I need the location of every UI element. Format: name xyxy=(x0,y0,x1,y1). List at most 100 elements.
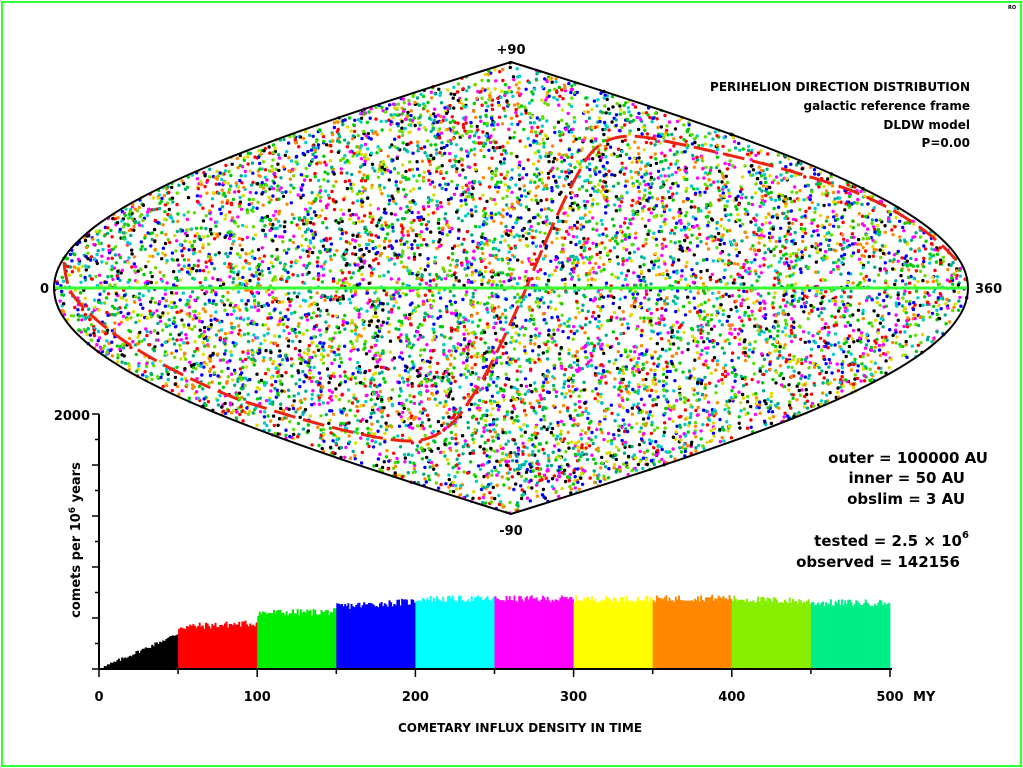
histogram-bar xyxy=(382,606,385,669)
histogram-bar xyxy=(280,613,283,669)
histogram-bar xyxy=(279,609,282,669)
histogram-bar xyxy=(412,599,415,669)
histogram-bar xyxy=(643,600,646,669)
histogram-bar xyxy=(763,598,766,669)
map-title-line-1: PERIHELION DIRECTION DISTRIBUTION xyxy=(710,80,970,94)
map-title-line-4: P=0.00 xyxy=(922,136,970,150)
histogram-bar xyxy=(492,597,495,669)
histogram-bar xyxy=(551,599,554,669)
histogram-bar xyxy=(214,622,217,669)
histogram-bar xyxy=(584,599,587,669)
map-right-label: 360 xyxy=(975,282,1002,297)
histogram-bar xyxy=(682,600,685,669)
histogram-bar xyxy=(469,602,472,669)
histogram-bar xyxy=(787,603,790,669)
histogram-bar xyxy=(383,603,386,669)
histogram-bar xyxy=(543,597,546,669)
histogram-bar xyxy=(228,623,231,669)
histogram-bar xyxy=(132,654,135,669)
histogram-bar xyxy=(807,599,810,669)
histogram-bar xyxy=(852,605,855,669)
histogram-bar xyxy=(508,596,511,669)
histogram-bar xyxy=(780,602,783,669)
histogram-bar xyxy=(211,624,214,669)
histogram-bar xyxy=(733,595,736,669)
histogram-bar xyxy=(507,599,510,669)
histogram-bar xyxy=(752,600,755,669)
histogram-bar xyxy=(636,596,639,669)
histogram-bar xyxy=(334,608,337,669)
histogram-bar xyxy=(796,603,799,669)
histogram-bar xyxy=(266,613,269,669)
histogram-bar xyxy=(823,605,826,669)
histogram-bar xyxy=(287,615,290,669)
histogram-bar xyxy=(657,597,660,669)
histogram-bar xyxy=(638,600,641,669)
histogram-bar xyxy=(431,601,434,669)
histogram-bar xyxy=(129,655,132,669)
histogram-bar xyxy=(241,621,244,669)
histogram-bar xyxy=(385,604,388,669)
histogram-bar xyxy=(714,598,717,669)
histogram-bar xyxy=(541,595,544,669)
histogram-bar xyxy=(799,600,802,669)
histogram-bar xyxy=(424,601,427,669)
histogram-bar xyxy=(341,604,344,669)
histogram-bar xyxy=(369,602,372,669)
histogram-bar xyxy=(670,600,673,669)
histogram-bar xyxy=(223,623,226,669)
histogram-bar xyxy=(546,596,549,669)
histogram-bar xyxy=(538,601,541,669)
histogram-bar xyxy=(442,596,445,669)
histogram-bar xyxy=(772,597,775,669)
histogram-bar xyxy=(810,602,813,669)
histogram-bar xyxy=(212,625,215,669)
map-title-line-3: DLDW model xyxy=(883,118,970,132)
histogram-bar xyxy=(858,603,861,669)
histogram-bar xyxy=(817,602,820,669)
histogram-bar xyxy=(575,595,578,669)
histogram-bar xyxy=(738,599,741,669)
histogram-bar xyxy=(121,657,124,669)
histogram-bar xyxy=(292,609,294,669)
histogram-bar xyxy=(750,601,753,669)
histogram-bar xyxy=(485,597,487,669)
histogram-bar xyxy=(719,597,722,669)
histogram-bar xyxy=(877,602,880,669)
y-ticks xyxy=(92,413,99,670)
histogram-bar xyxy=(268,612,271,669)
histogram-bar xyxy=(255,622,258,669)
histogram-bar xyxy=(238,621,241,669)
histogram-bar xyxy=(725,598,728,669)
map-title-line-2: galactic reference frame xyxy=(804,99,970,113)
histogram-bar xyxy=(562,597,565,669)
histogram-bar xyxy=(553,601,556,669)
histogram-bar xyxy=(372,604,375,669)
histogram-bar xyxy=(269,613,272,669)
histogram-bar xyxy=(871,605,873,669)
histogram-bar xyxy=(413,602,416,669)
histogram-bar xyxy=(186,626,188,669)
histogram-bar xyxy=(470,596,473,669)
histogram-bar xyxy=(581,601,584,669)
histogram-bar xyxy=(358,602,361,669)
histogram-bar xyxy=(204,622,207,669)
histogram-bar xyxy=(328,615,331,669)
histogram-bar xyxy=(322,612,325,669)
histogram-bar xyxy=(209,628,212,669)
histogram-bar xyxy=(500,600,503,669)
histogram-bar xyxy=(850,602,853,669)
map-left-label: 0 xyxy=(40,282,49,297)
influx-histogram: 0 100 200 300 400 500 2000 MY COMETARY INFLUX… xyxy=(54,409,936,735)
histogram-bar xyxy=(611,601,614,669)
histogram-bar xyxy=(398,599,400,669)
param-inner: inner = 50 AU xyxy=(848,469,965,487)
histogram-bar xyxy=(647,601,650,669)
histogram-bar xyxy=(440,601,443,669)
histogram-bar xyxy=(263,611,266,669)
histogram-bar xyxy=(486,596,489,669)
histogram-bar xyxy=(391,606,394,669)
histogram-bar xyxy=(439,600,442,669)
histogram-bar xyxy=(652,600,655,669)
